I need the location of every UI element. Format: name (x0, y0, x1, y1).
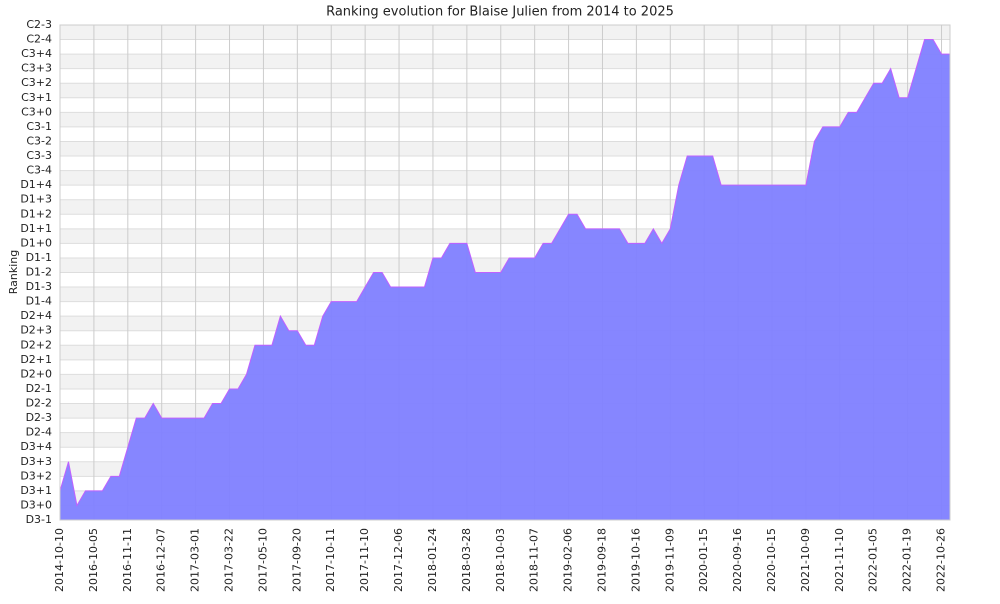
x-tick-label: 2017-11-10 (358, 528, 371, 592)
x-tick-label: 2017-10-11 (324, 528, 337, 592)
y-tick-label: D2-3 (26, 411, 52, 424)
y-tick-label: D2-2 (26, 397, 52, 410)
x-tick-label: 2018-03-28 (460, 528, 473, 592)
x-tick-label: 2019-10-16 (629, 528, 642, 592)
x-tick-label: 2018-11-07 (528, 528, 541, 592)
y-tick-label: D3-1 (26, 513, 52, 526)
x-tick-label: 2019-09-18 (595, 528, 608, 592)
y-tick-label: D3+1 (20, 484, 52, 497)
x-tick-label: 2022-01-05 (867, 528, 880, 592)
y-tick-label: C3+0 (21, 105, 52, 118)
x-tick-label: 2021-10-09 (799, 528, 812, 592)
y-tick-label: D1+3 (20, 193, 52, 206)
y-tick-label: C2-4 (26, 33, 52, 46)
x-tick-label: 2016-12-07 (155, 528, 168, 592)
x-tick-label: 2016-11-11 (121, 528, 134, 592)
chart-title: Ranking evolution for Blaise Julien from… (326, 5, 674, 20)
y-tick-label: D3+3 (20, 455, 52, 468)
grid-band (60, 25, 950, 40)
x-tick-label: 2017-09-20 (290, 528, 303, 592)
y-tick-label: D2+0 (20, 367, 52, 380)
y-tick-label: C3+1 (21, 91, 52, 104)
x-tick-label: 2022-10-26 (935, 528, 948, 592)
y-tick-label: C3+3 (21, 62, 52, 75)
x-tick-label: 2019-11-09 (663, 528, 676, 592)
y-tick-label: D3+2 (20, 469, 52, 482)
y-tick-label: D2+2 (20, 338, 52, 351)
y-tick-label: C3-1 (26, 120, 52, 133)
y-tick-label: C3+4 (21, 47, 52, 60)
grid-band (60, 170, 950, 186)
x-tick-label: 2014-10-10 (53, 528, 66, 592)
line (59, 39, 950, 507)
y-tick-label: C2-3 (26, 18, 52, 31)
y-tick-label: D1+0 (20, 236, 52, 249)
x-tick-label: 2020-10-15 (765, 528, 778, 592)
y-tick-label: C3-3 (26, 149, 52, 162)
grid-band (60, 54, 950, 69)
x-tick-label: 2018-10-03 (494, 528, 507, 592)
x-tick-label: 2016-10-05 (87, 528, 100, 592)
grid-band (60, 141, 950, 157)
x-tick-label: 2017-05-10 (256, 528, 269, 592)
x-tick-label: 2020-01-15 (697, 528, 710, 592)
y-tick-label: D2+3 (20, 324, 52, 337)
y-tick-label: C3-4 (26, 164, 52, 177)
y-tick-label: C3-2 (26, 134, 52, 147)
y-tick-label: D2-1 (26, 382, 52, 395)
y-tick-label: D1-1 (26, 251, 52, 264)
area (60, 39, 950, 520)
grid-band (60, 83, 950, 98)
y-tick-label: D3+0 (20, 498, 52, 511)
y-tick-label: D1-3 (26, 280, 52, 293)
y-tick-label: D2-4 (26, 426, 52, 439)
y-tick-label: D1-2 (26, 266, 52, 279)
y-tick-label: D1+1 (20, 222, 52, 235)
y-tick-label: C3+2 (21, 76, 52, 89)
x-tick-label: 2017-03-22 (223, 528, 236, 592)
y-tick-label: D1+2 (20, 207, 52, 220)
x-tick-label: 2017-03-01 (189, 528, 202, 592)
y-tick-label: D1-4 (26, 295, 52, 308)
x-tick-label: 2018-01-24 (426, 528, 439, 592)
x-tick-label: 2019-02-06 (562, 528, 575, 592)
grid-band (60, 112, 950, 127)
y-tick-label: D2+1 (20, 353, 52, 366)
x-tick-label: 2021-11-10 (833, 528, 846, 592)
y-axis-label: Ranking (7, 250, 20, 295)
y-tick-label: D1+4 (20, 178, 52, 191)
x-tick-label: 2022-01-19 (901, 528, 914, 592)
plot-frame (59, 24, 951, 521)
x-tick-label: 2017-12-06 (392, 528, 405, 592)
y-tick-label: D3+4 (20, 440, 52, 453)
y-tick-label: D2+4 (20, 309, 52, 322)
x-tick-label: 2020-09-16 (731, 528, 744, 592)
